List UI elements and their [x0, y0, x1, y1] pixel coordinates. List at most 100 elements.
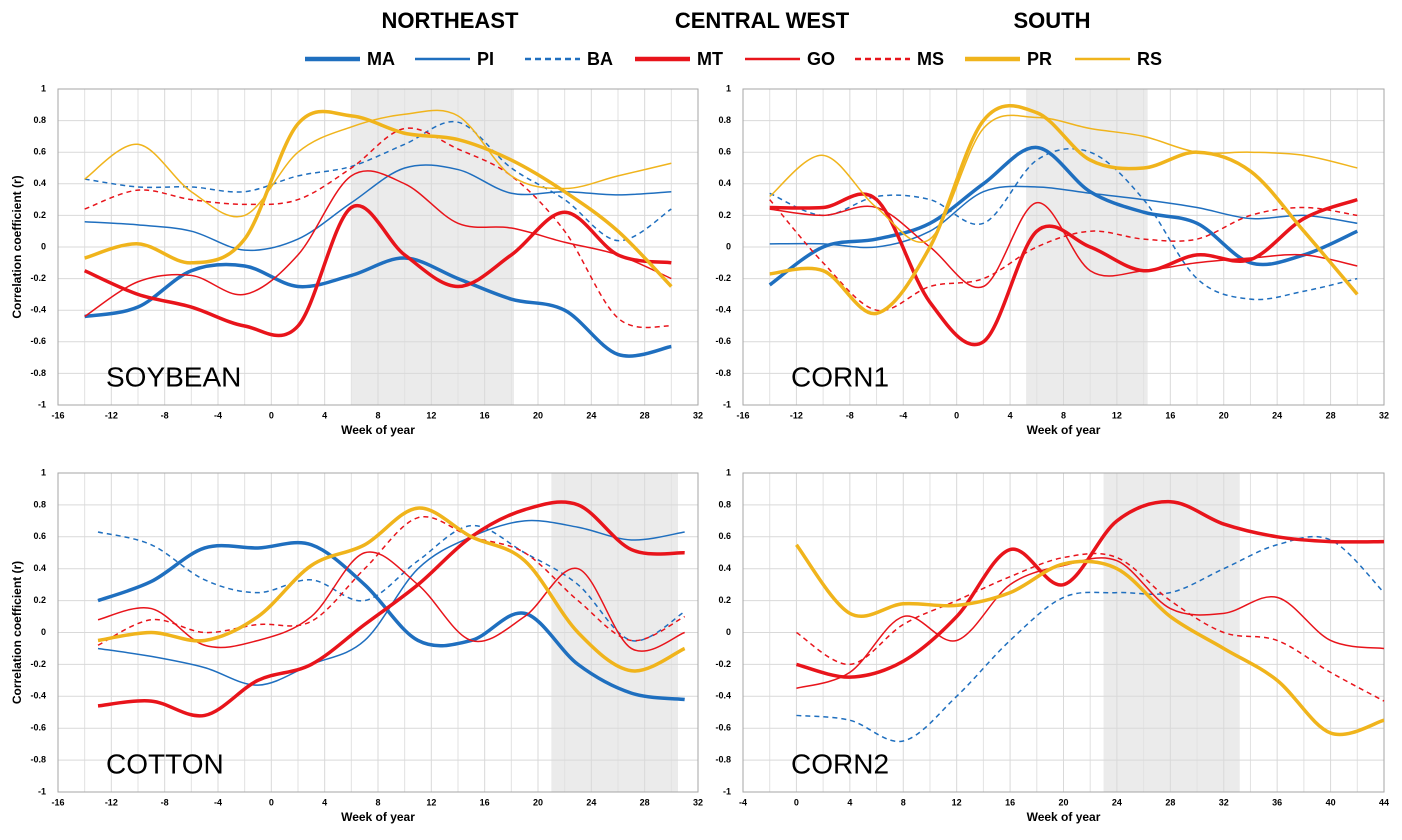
series-line	[97, 500, 685, 718]
series-line	[97, 515, 686, 646]
series-line	[97, 524, 686, 642]
x-axis-label: Week of year	[1027, 423, 1101, 437]
x-tick-label: -8	[161, 410, 169, 420]
x-axis-label: Week of year	[341, 810, 415, 824]
region-title: SOUTH	[1014, 8, 1091, 33]
y-tick-label: 0.4	[33, 178, 46, 188]
x-tick-label: 20	[1058, 797, 1068, 807]
series-line	[84, 170, 672, 318]
x-tick-label: 4	[322, 797, 327, 807]
x-tick-label: 8	[375, 797, 380, 807]
y-tick-label: 0.6	[33, 147, 46, 157]
legend-label: PI	[477, 49, 494, 69]
y-axis-label: Correlation coefficient (r)	[10, 561, 24, 704]
y-tick-label: -0.6	[30, 723, 46, 733]
x-tick-label: -8	[846, 410, 854, 420]
x-tick-label: 12	[952, 797, 962, 807]
y-tick-label: -0.6	[30, 336, 46, 346]
series-line	[769, 185, 1358, 249]
series-line	[97, 506, 686, 673]
y-tick-label: 0.4	[718, 178, 731, 188]
series-line	[795, 499, 1385, 679]
x-tick-label: 40	[1326, 797, 1336, 807]
series-line	[84, 120, 672, 242]
x-tick-label: 16	[480, 410, 490, 420]
plot-frame	[742, 472, 1385, 793]
panel: -1 -0.8 -0.6 -0.4 -0.2 0 0.2 0.4 0.6 0.8 1 -16 -12 -8…	[715, 83, 1389, 437]
x-tick-label: 0	[954, 410, 959, 420]
x-tick-label: 16	[480, 797, 490, 807]
x-tick-label: 28	[1165, 797, 1175, 807]
y-tick-label: -1	[38, 399, 46, 409]
x-tick-label: 0	[794, 797, 799, 807]
series-line	[796, 552, 1385, 702]
series-line	[795, 543, 1385, 737]
y-tick-label: 0.2	[718, 595, 731, 605]
y-tick-label: 0.2	[718, 210, 731, 220]
x-tick-label: 24	[1112, 797, 1122, 807]
x-axis-label: Week of year	[341, 423, 415, 437]
legend-label: RS	[1137, 49, 1162, 69]
x-tick-label: -4	[899, 410, 907, 420]
series-line	[84, 109, 673, 288]
x-tick-label: 12	[1112, 410, 1122, 420]
legend-label: GO	[807, 49, 835, 69]
y-tick-label: 0.8	[718, 115, 731, 125]
x-tick-label: 4	[322, 410, 327, 420]
x-tick-label: 8	[375, 410, 380, 420]
y-tick-label: -0.8	[715, 368, 731, 378]
x-tick-label: 36	[1272, 797, 1282, 807]
x-tick-label: 12	[426, 797, 436, 807]
y-tick-label: -0.4	[715, 305, 731, 315]
plot-frame	[57, 88, 699, 406]
y-tick-label: 0.2	[33, 595, 46, 605]
x-tick-label: 8	[1061, 410, 1066, 420]
x-tick-label: 0	[269, 797, 274, 807]
y-tick-label: -0.8	[715, 754, 731, 764]
y-tick-label: 0.6	[718, 531, 731, 541]
y-tick-label: 0	[726, 627, 731, 637]
series-line	[84, 127, 672, 329]
y-tick-label: 0.6	[718, 147, 731, 157]
x-tick-label: -4	[214, 410, 222, 420]
y-tick-label: 0	[41, 627, 46, 637]
y-tick-label: 0	[41, 241, 46, 251]
x-tick-label: -8	[161, 797, 169, 807]
region-title: CENTRAL WEST	[675, 8, 850, 33]
legend-label: BA	[587, 49, 613, 69]
series-line	[84, 109, 672, 218]
x-tick-label: 0	[269, 410, 274, 420]
x-tick-label: -16	[736, 410, 749, 420]
x-tick-label: 32	[1379, 410, 1389, 420]
series-line	[97, 551, 685, 652]
legend-label: MS	[917, 49, 944, 69]
x-tick-label: 28	[1326, 410, 1336, 420]
panel: -1 -0.8 -0.6 -0.4 -0.2 0 0.2 0.4 0.6 0.8 1 -16 -12 -8…	[10, 83, 703, 437]
y-tick-label: -0.4	[30, 305, 46, 315]
x-tick-label: 16	[1005, 797, 1015, 807]
x-tick-label: 24	[586, 410, 596, 420]
series-line	[768, 145, 1359, 287]
x-tick-label: 24	[1272, 410, 1282, 420]
x-tick-label: 24	[586, 797, 596, 807]
x-tick-label: 12	[426, 410, 436, 420]
x-tick-label: 20	[533, 410, 543, 420]
legend-label: MA	[367, 49, 395, 69]
y-tick-label: 0.4	[33, 563, 46, 573]
panel-label: SOYBEAN	[106, 361, 241, 392]
y-tick-label: -0.2	[715, 273, 731, 283]
y-tick-label: 1	[726, 467, 731, 477]
y-tick-label: -0.4	[30, 691, 46, 701]
y-tick-label: 0.8	[33, 115, 46, 125]
x-tick-label: -16	[51, 797, 64, 807]
panel: -1 -0.8 -0.6 -0.4 -0.2 0 0.2 0.4 0.6 0.8 1 -4 0 4 8 12 1…	[715, 467, 1389, 824]
y-tick-label: -1	[723, 399, 731, 409]
series-line	[769, 199, 1358, 312]
x-tick-label: -16	[51, 410, 64, 420]
y-tick-label: -0.2	[715, 659, 731, 669]
y-tick-label: -1	[723, 786, 731, 796]
y-tick-label: -0.8	[30, 754, 46, 764]
x-tick-label: 20	[533, 797, 543, 807]
y-tick-label: -0.6	[715, 336, 731, 346]
